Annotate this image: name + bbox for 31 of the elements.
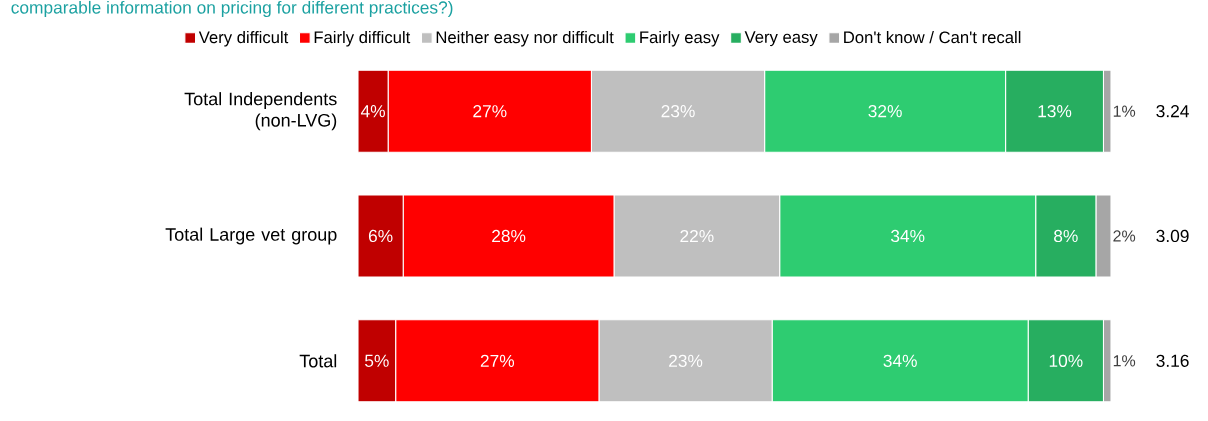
data-label: 2% [1113,230,1136,242]
data-label: 8% [1054,229,1078,243]
text: 3.16 [1156,354,1189,367]
data-label: 13% [1038,105,1072,118]
y-tick-label: Total Independents (non-LVG) [184,92,337,131]
data-label: 23% [669,354,703,367]
data-label: 34% [891,229,925,243]
y-tick-label: Total Large vet group [165,227,337,245]
data-label: 23% [661,105,695,118]
data-label: 22% [680,229,714,243]
chart-title: comparable information on pricing for different practices?) [11,0,453,18]
legend-label: Very difficult [198,30,289,47]
legend-label: Don't know / Can't recall [844,30,1021,44]
data-label: 1% [1113,355,1136,367]
legend-label: Neither easy nor difficult [436,30,614,47]
data-label: 32% [868,105,902,118]
legend-label: Very easy [744,31,818,47]
y-tick-label: Total [299,354,337,368]
data-label: 6% [368,229,393,243]
text: 3.24 [1156,105,1189,118]
data-label: 4% [360,105,385,118]
data-label: 1% [1113,105,1136,117]
data-label: 28% [492,229,526,243]
legend-label: Fairly difficult [314,30,411,47]
data-label: 10% [1049,354,1083,367]
data-label: 5% [365,354,389,367]
data-label: 27% [473,105,507,118]
data-label: 27% [480,354,515,367]
data-label: 34% [883,354,917,367]
text: 3.09 [1156,229,1189,243]
legend-label: Fairly easy [640,30,720,47]
